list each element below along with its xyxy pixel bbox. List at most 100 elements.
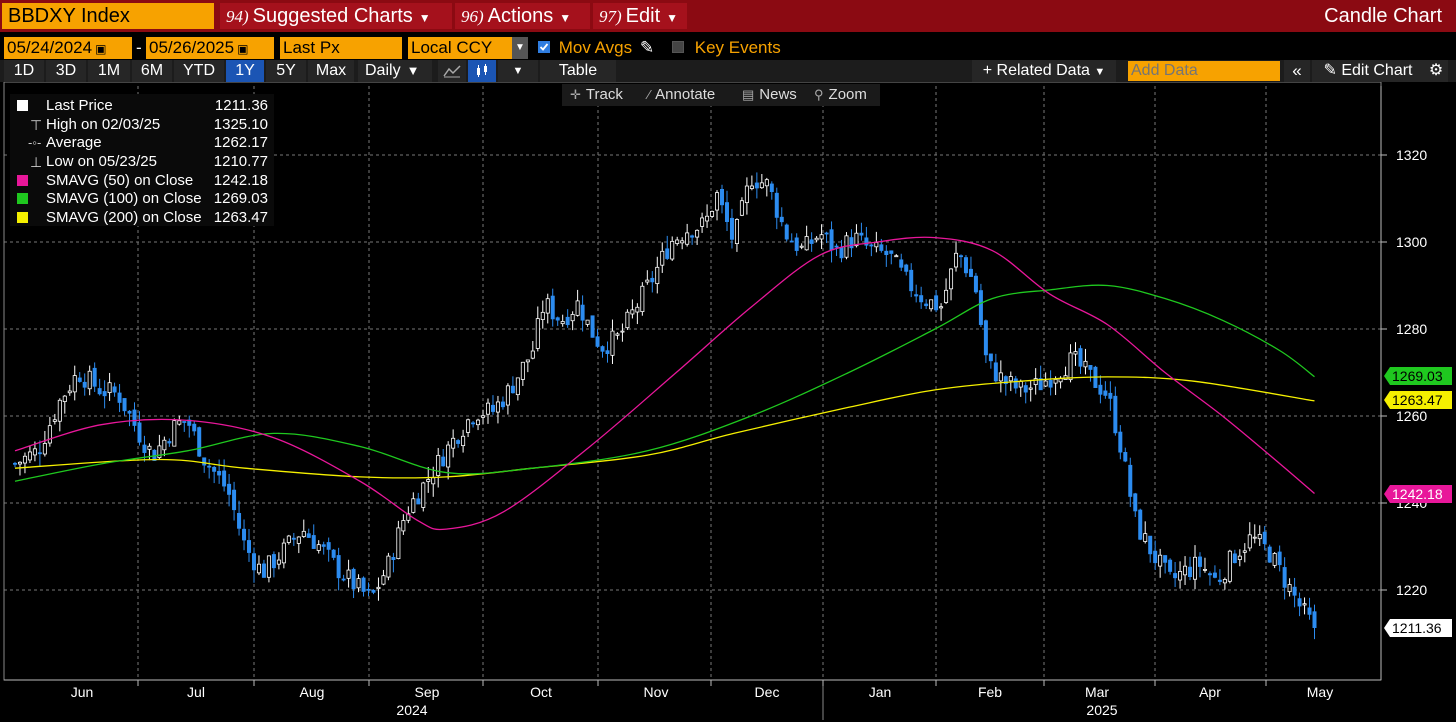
edit-menu[interactable]: 97) Edit ▼ (593, 3, 687, 29)
gear-icon[interactable]: ⚙ (1424, 60, 1448, 82)
candle-chart-icon[interactable] (468, 60, 496, 82)
key-events-label: Key Events (694, 38, 781, 57)
candle-body (256, 563, 261, 574)
menu-number: 94) (226, 7, 249, 26)
end-date-field[interactable]: 05/26/2025 ▣ (146, 37, 274, 59)
collapse-double-chevron-icon[interactable]: « (1284, 60, 1310, 82)
legend-row-sma200[interactable]: SMAVG (200) on Close 1263.47 (10, 209, 274, 227)
candle-chart[interactable]: 122012401260128013001320 JunJulAugSepOct… (0, 82, 1456, 722)
checkbox-unchecked-icon[interactable] (672, 40, 684, 53)
range-button-5y[interactable]: 5Y (266, 60, 306, 82)
candle-body (968, 268, 973, 277)
candle-body (42, 443, 47, 455)
security-ticker-field[interactable]: BBDXY Index (2, 3, 214, 29)
calendar-icon[interactable]: ▣ (237, 42, 249, 56)
zoom-tool[interactable]: ⚲ Zoom (814, 84, 867, 106)
range-button-1d[interactable]: 1D (4, 60, 44, 82)
news-icon: ▤ (742, 87, 755, 102)
candle-body (1247, 534, 1252, 549)
track-tool[interactable]: ✛ Track (570, 84, 623, 106)
legend-row-last-price[interactable]: Last Price 1211.36 (10, 97, 274, 115)
candle-body (436, 454, 441, 476)
news-tool[interactable]: ▤ News (742, 84, 797, 106)
legend-row-sma100[interactable]: SMAVG (100) on Close 1269.03 (10, 190, 274, 208)
x-month-label: May (1307, 684, 1333, 700)
candle-body (1158, 554, 1163, 567)
suggested-charts-menu[interactable]: 94) Suggested Charts ▼ (220, 3, 452, 29)
calendar-icon[interactable]: ▣ (95, 42, 107, 56)
range-button-1m[interactable]: 1M (88, 60, 130, 82)
candle-body (401, 520, 406, 532)
edit-chart-label: Edit Chart (1341, 62, 1413, 79)
candle-body (1272, 553, 1277, 566)
candle-body (356, 578, 361, 589)
candle-body (237, 512, 242, 529)
candle-body (1073, 351, 1078, 355)
candle-body (1163, 555, 1168, 563)
candle-body (1237, 555, 1242, 560)
candle-body (729, 217, 734, 240)
edit-chart-button[interactable]: ✎ Edit Chart (1312, 60, 1424, 82)
candle-body (366, 588, 371, 591)
candle-body (281, 542, 286, 564)
checkbox-checked-icon[interactable] (538, 40, 550, 53)
candle-body (82, 381, 87, 388)
price-field-select[interactable]: Last Px (280, 37, 402, 59)
candle-body (1193, 556, 1198, 580)
candle-body (625, 311, 630, 329)
candle-body (640, 285, 645, 313)
range-button-1y[interactable]: 1Y (226, 60, 264, 82)
key-events-toggle[interactable]: Key Events (672, 37, 781, 59)
candle-body (595, 336, 600, 347)
candle-body (132, 409, 137, 426)
candle-body (481, 415, 486, 418)
range-button-6m[interactable]: 6M (132, 60, 172, 82)
candle-body (122, 398, 127, 412)
candle-body (789, 240, 794, 243)
candle-body (809, 239, 814, 244)
legend-row-average[interactable]: -◦- Average 1262.17 (10, 134, 274, 152)
zoom-label: Zoom (828, 86, 867, 103)
candle-body (739, 200, 744, 216)
x-month-label: Jan (869, 684, 892, 700)
y-tick-label: 1300 (1396, 234, 1427, 250)
periodicity-select[interactable]: Daily ▼ (358, 60, 432, 82)
legend-label: Average (46, 134, 102, 151)
candle-body (998, 372, 1003, 382)
menu-number: 97) (599, 7, 622, 26)
candle-body (147, 445, 152, 450)
table-button[interactable]: Table (540, 60, 616, 82)
candle-body (232, 489, 237, 511)
candle-body (1287, 584, 1292, 593)
chart-style-dropdown-icon[interactable]: ▼ (498, 60, 538, 82)
pencil-icon[interactable]: ✎ (639, 38, 655, 57)
currency-dropdown-arrow-icon[interactable]: ▼ (512, 37, 528, 59)
candle-body (650, 277, 655, 283)
candle-body (466, 419, 471, 433)
legend-value: 1263.47 (213, 209, 268, 226)
start-date-field[interactable]: 05/24/2024 ▣ (4, 37, 132, 59)
candle-body (978, 290, 983, 325)
range-button-3d[interactable]: 3D (46, 60, 86, 82)
candle-body (680, 240, 685, 244)
related-data-menu[interactable]: + Related Data ▼ (972, 60, 1116, 82)
candle-body (421, 482, 426, 508)
candle-body (769, 183, 774, 193)
legend-row-high[interactable]: ⊤ High on 02/03/25 1325.10 (10, 116, 274, 134)
legend-row-low[interactable]: ⊥ Low on 05/23/25 1210.77 (10, 153, 274, 171)
line-chart-icon[interactable] (438, 60, 466, 82)
add-data-input[interactable] (1128, 61, 1280, 81)
crosshair-icon: ✛ (570, 87, 581, 102)
candle-body (67, 390, 72, 394)
candle-body (824, 232, 829, 235)
currency-select[interactable]: Local CCY (408, 37, 512, 59)
chevron-down-icon: ▼ (666, 11, 679, 25)
range-button-ytd[interactable]: YTD (174, 60, 224, 82)
range-button-max[interactable]: Max (308, 60, 354, 82)
actions-menu[interactable]: 96) Actions ▼ (455, 3, 590, 29)
annotate-tool[interactable]: ⁄ Annotate (648, 84, 715, 106)
candle-body (904, 264, 909, 272)
candle-body (202, 457, 207, 466)
mov-avgs-toggle[interactable]: Mov Avgs ✎ (538, 37, 654, 59)
legend-row-sma50[interactable]: SMAVG (50) on Close 1242.18 (10, 172, 274, 190)
